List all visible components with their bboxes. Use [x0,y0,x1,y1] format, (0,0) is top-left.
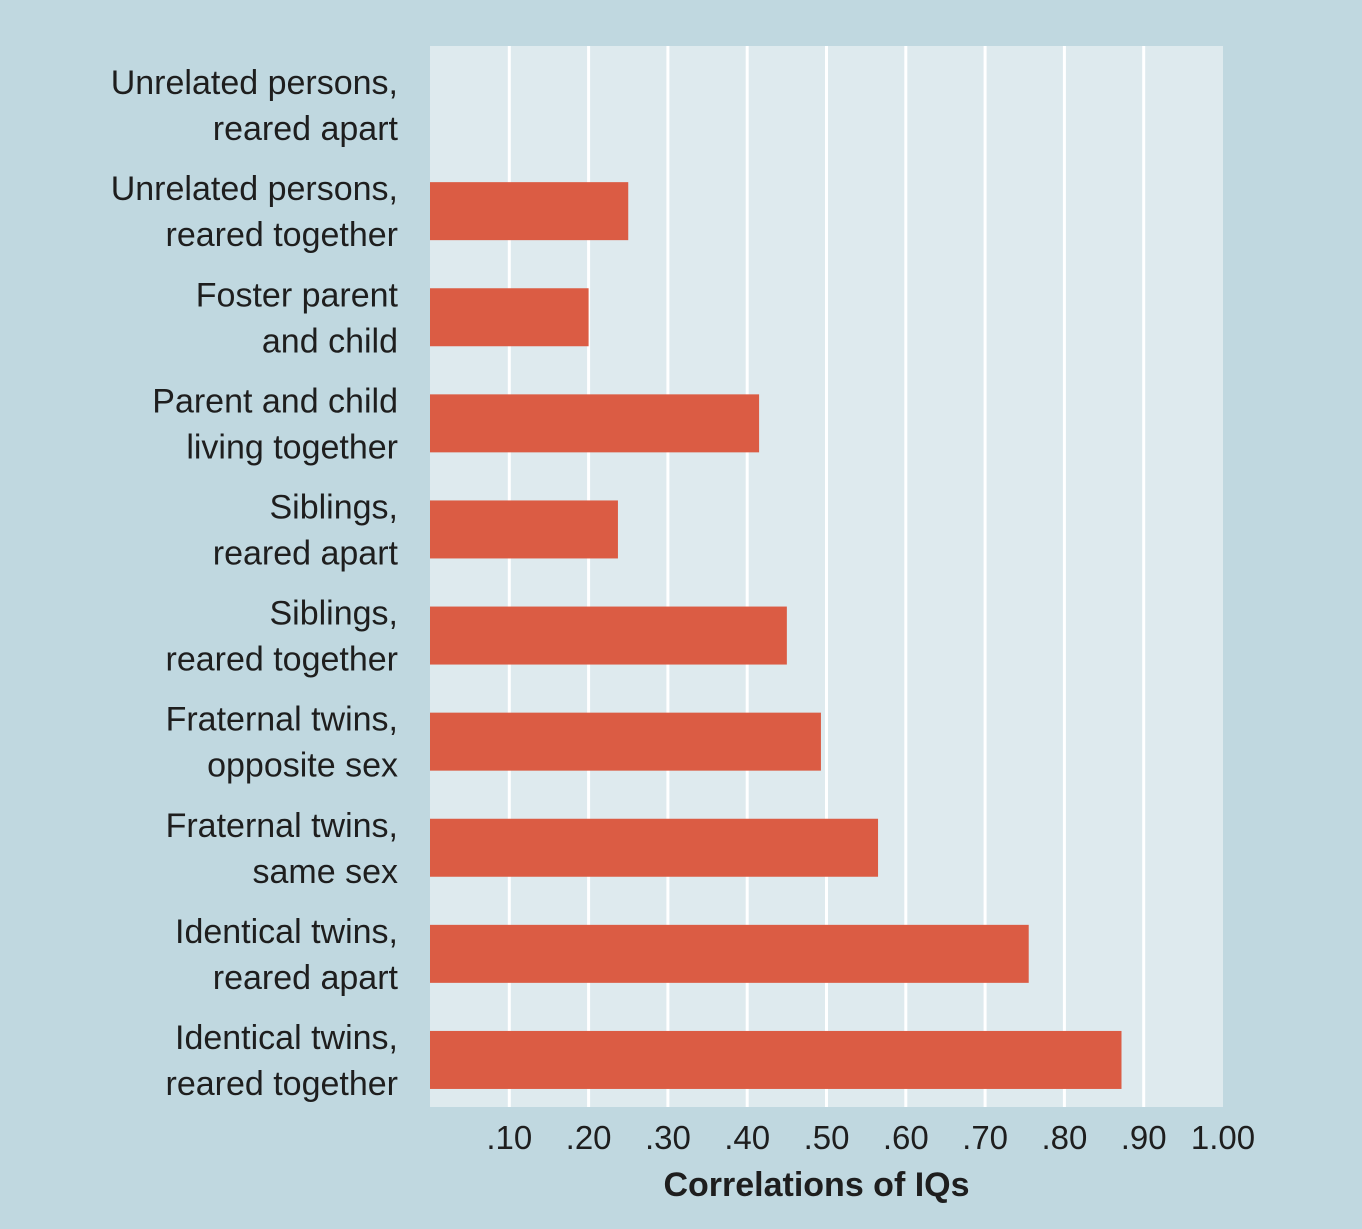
category-labels: Unrelated persons, reared apartUnrelated … [111,64,399,1103]
category-label-line: reared apart [213,959,399,997]
bar [430,606,787,665]
category-label-line: reared together [166,1065,399,1103]
x-axis-title: Correlations of IQs [663,1166,969,1204]
category-label-line: reared apart [213,110,399,148]
x-tick-label: .50 [804,1119,850,1156]
category-label-line: Unrelated persons, [111,64,398,102]
bar [430,1030,1122,1089]
category-label-line: Fraternal twins, [166,807,398,845]
category-label-line: reared apart [213,534,399,572]
category-label-line: Siblings, [269,595,398,633]
bar [430,182,629,241]
x-tick-label: .20 [566,1119,612,1156]
x-tick-label: .70 [962,1119,1008,1156]
category-label-line: and child [262,322,398,360]
bar [430,500,618,559]
category-label-line: Parent and child [152,382,398,420]
category-label-line: living together [186,428,398,466]
category-label: Identical twins, reared apart [175,913,399,997]
category-label-line: reared together [166,641,399,679]
category-label: Identical twins, reared together [166,1019,399,1103]
x-tick-label: .10 [486,1119,532,1156]
category-label: Unrelated persons, reared together [111,170,398,254]
x-tick-label: .90 [1121,1119,1167,1156]
category-label: Foster parent and child [196,276,399,360]
category-label: Unrelated persons, reared apart [111,64,399,148]
category-label-line: reared together [166,216,399,254]
category-label: Parent and child living together [152,382,398,466]
category-label: Siblings, reared together [166,595,399,679]
category-label-line: Fraternal twins, [166,701,398,739]
bar [430,288,589,347]
bar [430,712,821,771]
category-label: Fraternal twins, opposite sex [166,701,398,785]
category-label-line: Foster parent [196,276,399,314]
x-tick-label: .80 [1041,1119,1087,1156]
x-tick-label: .40 [724,1119,770,1156]
category-label-line: opposite sex [207,747,398,785]
bars [430,182,1122,1089]
category-label-line: Identical twins, [175,913,398,951]
x-tick-label: .60 [883,1119,929,1156]
category-label: Siblings, reared apart [213,488,399,572]
x-tick-labels: .10 .20 .30 .40 .50 .60 .70 .80 .90 1.00 [486,1119,1255,1156]
bar [430,394,760,453]
bar [430,818,879,877]
category-label-line: Unrelated persons, [111,170,398,208]
category-label-line: Identical twins, [175,1019,398,1057]
category-label-line: Siblings, [269,488,398,526]
category-label-line: same sex [253,853,399,891]
category-label: Fraternal twins, same sex [166,807,398,891]
bar [430,924,1029,983]
x-tick-label: 1.00 [1191,1119,1255,1156]
x-tick-label: .30 [645,1119,691,1156]
